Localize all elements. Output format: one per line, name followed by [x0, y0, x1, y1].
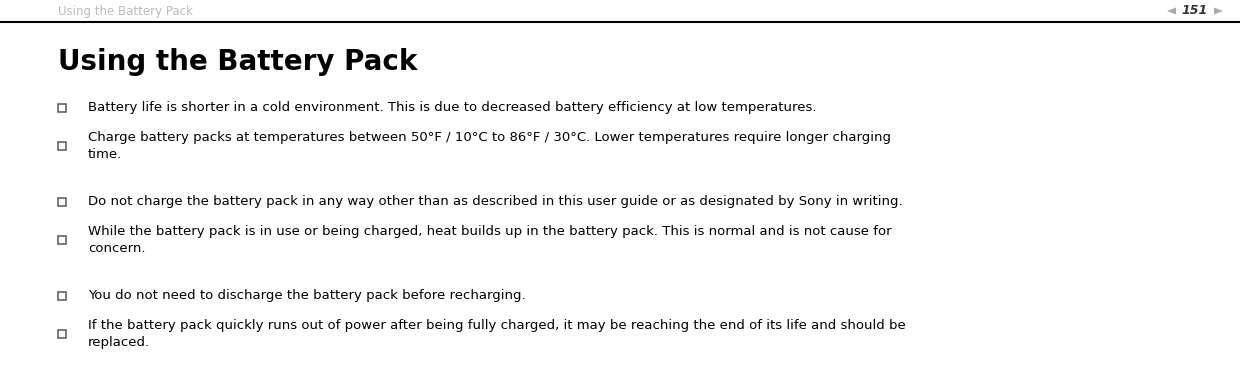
Bar — [58, 142, 66, 150]
Text: While the battery pack is in use or being charged, heat builds up in the battery: While the battery pack is in use or bein… — [88, 225, 892, 255]
Text: Battery life is shorter in a cold environment. This is due to decreased battery : Battery life is shorter in a cold enviro… — [88, 102, 816, 115]
Text: Using the Battery Pack: Using the Battery Pack — [58, 5, 193, 18]
Text: You do not need to discharge the battery pack before recharging.: You do not need to discharge the battery… — [88, 290, 526, 303]
Text: Do not charge the battery pack in any way other than as described in this user g: Do not charge the battery pack in any wa… — [88, 196, 903, 209]
Bar — [58, 330, 66, 338]
Bar — [58, 292, 66, 300]
Text: If the battery pack quickly runs out of power after being fully charged, it may : If the battery pack quickly runs out of … — [88, 319, 905, 349]
Bar — [58, 104, 66, 112]
Polygon shape — [1214, 8, 1223, 15]
Text: 151: 151 — [1182, 5, 1208, 18]
Bar — [58, 236, 66, 244]
Text: Using the Battery Pack: Using the Battery Pack — [58, 48, 418, 76]
Text: Charge battery packs at temperatures between 50°F / 10°C to 86°F / 30°C. Lower t: Charge battery packs at temperatures bet… — [88, 131, 892, 161]
Polygon shape — [1167, 8, 1176, 15]
Bar — [58, 198, 66, 206]
